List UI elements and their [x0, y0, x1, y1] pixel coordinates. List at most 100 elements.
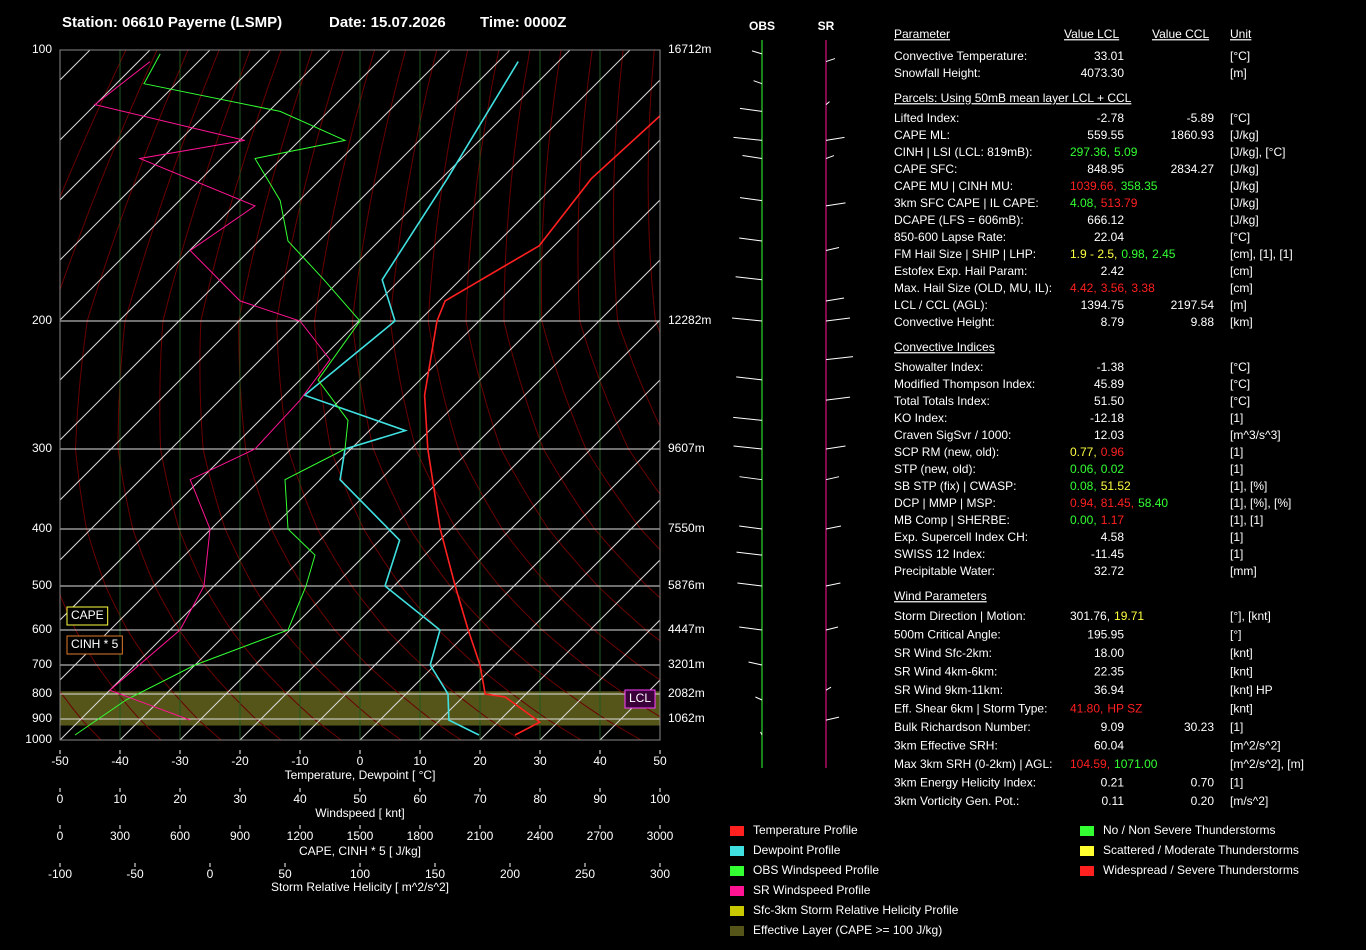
value-lcl: 0.96: [1101, 445, 1125, 459]
legend-swatch: [730, 826, 744, 836]
unit: [°C]: [1230, 230, 1250, 244]
height-label: 16712m: [668, 42, 711, 56]
unit: [J/kg]: [1230, 196, 1259, 210]
dry-adiabat: [612, 50, 660, 428]
column-header: Value CCL: [1152, 27, 1209, 41]
wind-barb: [825, 525, 842, 530]
axis-tick-label: 600: [170, 829, 190, 843]
isotherm: [539, 619, 660, 740]
axis-tick-label: -10: [291, 754, 309, 768]
axis-tick-label: 50: [353, 792, 367, 806]
legend-swatch: [1080, 866, 1094, 876]
annotation-text: CINH * 5: [71, 637, 119, 651]
value-lcl: 0.94,: [1070, 496, 1097, 510]
unit: [1]: [1230, 547, 1243, 561]
section-title: Wind Parameters: [894, 589, 987, 603]
value-lcl: 358.35: [1121, 179, 1158, 193]
value-group: 4.08, 513.79: [1070, 196, 1138, 210]
column-header: Unit: [1230, 27, 1252, 41]
dry-adiabat: [238, 50, 462, 740]
value-lcl: 19.71: [1114, 609, 1144, 623]
value-group: 0.06, 0.02: [1070, 462, 1124, 476]
axis-tick-label: 70: [473, 792, 487, 806]
unit: [°C]: [1230, 377, 1250, 391]
unit: [cm]: [1230, 281, 1253, 295]
dry-adiabat: [74, 50, 222, 740]
parameter-label: KO Index:: [894, 411, 947, 425]
axis-tick-label: 80: [533, 792, 547, 806]
wind-barb: [825, 445, 846, 450]
legend-label: Widespread / Severe Thunderstorms: [1103, 863, 1299, 877]
axis-tick-label: 100: [650, 792, 670, 806]
wind-barb: [825, 626, 839, 631]
unit: [°], [knt]: [1230, 609, 1271, 623]
wind-barb: [731, 317, 763, 322]
unit: [1], [%], [%]: [1230, 496, 1291, 510]
value-lcl: 848.95: [1087, 162, 1124, 176]
legend-swatch: [730, 886, 744, 896]
value-ccl: 1860.93: [1171, 128, 1215, 142]
unit: [°C]: [1230, 360, 1250, 374]
axis-tick-label: 90: [593, 792, 607, 806]
parameter-label: LCL / CCL (AGL):: [894, 298, 988, 312]
parameter-label: SR Wind 9km-11km:: [894, 683, 1003, 697]
isotherm: [60, 50, 391, 381]
value-lcl: 0.98,: [1121, 247, 1148, 261]
value-group: 41.80, HP SZ: [1070, 702, 1143, 716]
value-group: 0.00, 1.17: [1070, 513, 1124, 527]
wind-barb: [733, 416, 763, 421]
parameter-label: Convective Temperature:: [894, 49, 1027, 63]
parameter-label: Storm Direction | Motion:: [894, 609, 1026, 623]
axis-title: Windspeed [ knt]: [315, 806, 404, 820]
wind-barb: [825, 686, 832, 691]
height-label: 7550m: [668, 521, 705, 535]
legend-swatch: [1080, 826, 1094, 836]
wind-barb: [735, 276, 763, 281]
value-lcl: 1039.66,: [1070, 179, 1117, 193]
axis-tick-label: 40: [293, 792, 307, 806]
pressure-label: 400: [32, 521, 52, 535]
isotherm: [299, 379, 660, 740]
value-ccl: 9.88: [1191, 315, 1215, 329]
height-label: 3201m: [668, 657, 705, 671]
parameter-label: Snowfall Height:: [894, 66, 981, 80]
unit: [km]: [1230, 315, 1253, 329]
axis-tick-label: 200: [500, 867, 520, 881]
axis-tick-label: 50: [278, 867, 292, 881]
axis-tick-label: 300: [110, 829, 130, 843]
wind-barb: [748, 661, 763, 666]
value-lcl: 5.09: [1114, 145, 1138, 159]
unit: [°C]: [1230, 394, 1250, 408]
parameter-label: 3km SFC CAPE | IL CAPE:: [894, 196, 1039, 210]
height-label: 9607m: [668, 441, 705, 455]
parameter-label: Exp. Supercell Index CH:: [894, 530, 1028, 544]
unit: [m^3/s^3]: [1230, 428, 1281, 442]
wind-barb: [739, 476, 763, 481]
value-group: 4.42, 3.56, 3.38: [1070, 281, 1155, 295]
axis-tick-label: 20: [473, 754, 487, 768]
axis-tick-label: -50: [126, 867, 144, 881]
height-label: 4447m: [668, 622, 705, 636]
parameter-label: DCAPE (LFS = 606mB):: [894, 213, 1024, 227]
height-label: 5876m: [668, 578, 705, 592]
isotherm: [479, 559, 660, 740]
value-lcl: 0.02: [1101, 462, 1125, 476]
wind-barb: [739, 525, 763, 530]
wind-barb: [737, 582, 763, 587]
parameter-label: CAPE ML:: [894, 128, 950, 142]
value-group: 0.77, 0.96: [1070, 445, 1124, 459]
value-lcl: 4.08,: [1070, 196, 1097, 210]
unit: [knt]: [1230, 646, 1253, 660]
axis-tick-label: 2400: [527, 829, 554, 843]
value-group: 1.9 - 2.5, 0.98, 2.45: [1070, 247, 1176, 261]
value-lcl: 22.04: [1094, 230, 1124, 244]
unit: [1]: [1230, 530, 1243, 544]
parameter-label: Craven SigSvr / 1000:: [894, 428, 1011, 442]
annotation-box: [66, 635, 123, 655]
value-lcl: 0.11: [1102, 794, 1125, 808]
parameter-label: 3km Effective SRH:: [894, 739, 998, 753]
annotation-box: [624, 689, 656, 709]
value-lcl: 4073.30: [1081, 66, 1125, 80]
wind-barb: [825, 476, 840, 481]
parameter-label: SB STP (fix) | CWASP:: [894, 479, 1016, 493]
